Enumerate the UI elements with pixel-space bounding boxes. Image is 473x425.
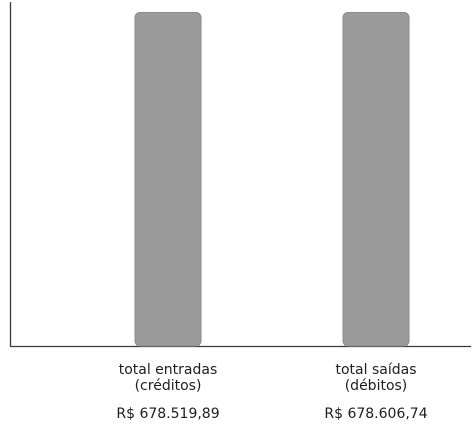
bar-2	[342, 12, 410, 347]
value-label-1: R$ 678.519,89	[116, 406, 219, 422]
bar-1	[134, 12, 202, 347]
category-label-2-line-1: total saídas	[336, 362, 417, 378]
labels-group: total entradas(créditos) R$ 678.519,89 tot…	[116, 362, 427, 422]
category-label-2-line-2: (débitos)	[345, 378, 408, 394]
bars-group	[134, 12, 410, 347]
category-label-1-line-1: total entradas	[119, 362, 218, 378]
value-label-2: R$ 678.606,74	[324, 406, 427, 422]
category-label-1-line-2: (créditos)	[135, 378, 202, 394]
